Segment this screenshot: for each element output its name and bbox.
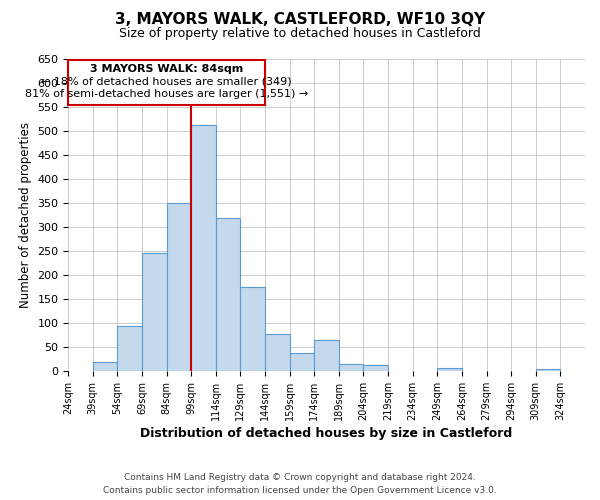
Text: 81% of semi-detached houses are larger (1,551) →: 81% of semi-detached houses are larger (… [25, 90, 308, 100]
Bar [92, 362, 117, 371]
Bar [216, 218, 241, 371]
Text: Contains HM Land Registry data © Crown copyright and database right 2024.
Contai: Contains HM Land Registry data © Crown c… [103, 473, 497, 495]
Bar [536, 368, 560, 371]
Bar [117, 326, 142, 371]
Bar [314, 340, 339, 371]
Text: Size of property relative to detached houses in Castleford: Size of property relative to detached ho… [119, 28, 481, 40]
Y-axis label: Number of detached properties: Number of detached properties [19, 122, 32, 308]
Bar [290, 353, 314, 371]
Bar [142, 253, 167, 371]
Bar [68, 60, 265, 104]
Bar [167, 204, 191, 371]
Bar [265, 334, 290, 371]
Text: 3 MAYORS WALK: 84sqm: 3 MAYORS WALK: 84sqm [90, 64, 243, 74]
Bar [191, 125, 216, 371]
Bar [437, 368, 462, 371]
Bar [241, 288, 265, 371]
Text: 3, MAYORS WALK, CASTLEFORD, WF10 3QY: 3, MAYORS WALK, CASTLEFORD, WF10 3QY [115, 12, 485, 28]
Bar [339, 364, 364, 371]
Bar [364, 365, 388, 371]
Text: ← 18% of detached houses are smaller (349): ← 18% of detached houses are smaller (34… [41, 76, 292, 86]
X-axis label: Distribution of detached houses by size in Castleford: Distribution of detached houses by size … [140, 427, 512, 440]
